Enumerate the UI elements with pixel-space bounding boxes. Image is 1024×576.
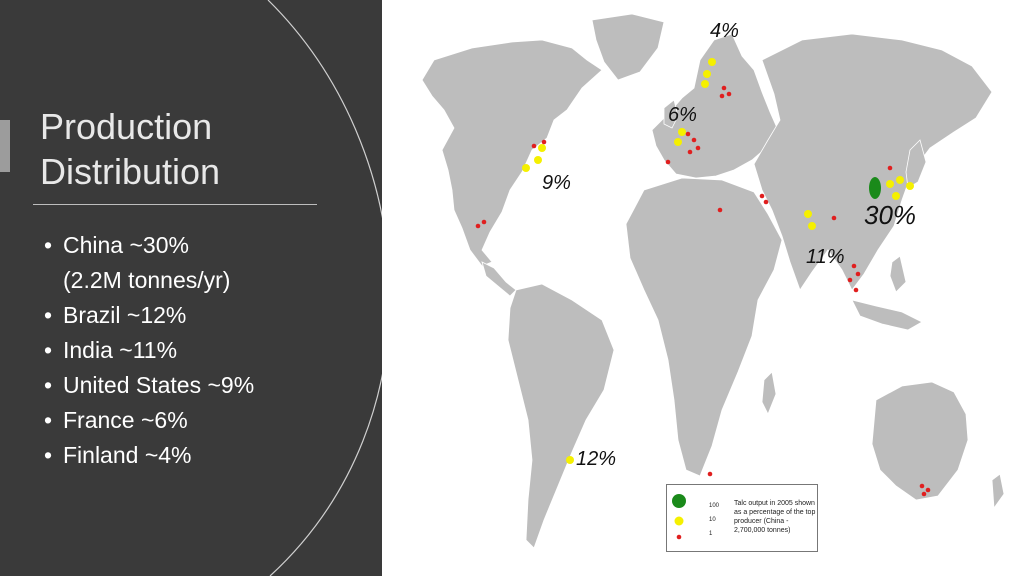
bullet-dot: • bbox=[44, 442, 53, 468]
north-america bbox=[421, 39, 603, 267]
marker-medium bbox=[538, 144, 546, 152]
marker-medium bbox=[674, 138, 682, 146]
marker-small bbox=[855, 271, 861, 277]
bullet-dot: • bbox=[44, 302, 53, 328]
marker-small bbox=[707, 471, 713, 477]
bullet-china-detail: (2.2M tonnes/yr) bbox=[63, 267, 231, 293]
australia bbox=[871, 381, 969, 501]
title-line-1: Production bbox=[40, 106, 213, 147]
marker-medium bbox=[886, 180, 894, 188]
legend-large-marker bbox=[672, 494, 686, 508]
marker-small bbox=[665, 159, 671, 165]
marker-medium bbox=[701, 80, 709, 88]
marker-small bbox=[847, 277, 853, 283]
marker-small bbox=[925, 487, 931, 493]
bullet-india: • India ~11% bbox=[44, 333, 254, 368]
annotation-india: 11% bbox=[806, 246, 845, 268]
annotation-usa: 9% bbox=[542, 172, 571, 194]
madagascar bbox=[761, 371, 777, 415]
continents bbox=[421, 13, 1005, 549]
decorative-arc bbox=[267, 0, 382, 576]
marker-small bbox=[691, 137, 697, 143]
marker-medium bbox=[703, 70, 711, 78]
marker-medium bbox=[804, 210, 812, 218]
marker-medium bbox=[708, 58, 716, 66]
bullet-dot: • bbox=[44, 407, 53, 433]
legend-value-large: 100 bbox=[709, 503, 720, 509]
marker-small bbox=[717, 207, 723, 213]
marker-small bbox=[719, 93, 725, 99]
marker-small bbox=[921, 491, 927, 497]
legend-medium-marker bbox=[674, 516, 684, 526]
bullet-brazil: • Brazil ~12% bbox=[44, 298, 254, 333]
marker-small bbox=[687, 149, 693, 155]
annotation-china: 30% bbox=[864, 200, 917, 230]
accent-bar bbox=[0, 120, 10, 172]
marker-large bbox=[869, 177, 881, 199]
central-america bbox=[481, 261, 517, 297]
legend-caption: Talc output in 2005 shown as a percentag… bbox=[734, 500, 816, 534]
marker-medium bbox=[892, 192, 900, 200]
title-line-2: Distribution bbox=[40, 151, 221, 192]
southeast-asia-islands bbox=[851, 299, 923, 331]
marker-medium bbox=[566, 456, 574, 464]
marker-small bbox=[919, 483, 925, 489]
bullet-france: • France ~6% bbox=[44, 403, 254, 438]
legend-markers bbox=[672, 494, 686, 540]
marker-small bbox=[726, 91, 732, 97]
marker-small bbox=[531, 143, 537, 149]
marker-small bbox=[887, 165, 893, 171]
slide-title: Production Distribution bbox=[40, 104, 220, 194]
bullet-dot: • bbox=[44, 372, 53, 398]
annotation-brazil: 12% bbox=[576, 448, 617, 470]
bullet-dot: • bbox=[44, 337, 53, 363]
text-panel: Production Distribution • China ~30% (2.2… bbox=[0, 0, 382, 576]
marker-small bbox=[851, 263, 857, 269]
great-britain bbox=[663, 99, 679, 129]
marker-small bbox=[721, 85, 727, 91]
map-canvas bbox=[421, 13, 1005, 549]
marker-small bbox=[831, 215, 837, 221]
bullet-list: • China ~30% (2.2M tonnes/yr) • Brazil ~12… bbox=[44, 228, 254, 473]
marker-medium bbox=[808, 222, 816, 230]
marker-small bbox=[475, 223, 481, 229]
marker-medium bbox=[896, 176, 904, 184]
legend-small-marker bbox=[676, 534, 682, 540]
marker-small bbox=[685, 131, 691, 137]
marker-small bbox=[481, 219, 487, 225]
greenland bbox=[591, 13, 665, 81]
new-zealand bbox=[991, 473, 1005, 510]
marker-small bbox=[853, 287, 859, 293]
bullet-china: • China ~30% bbox=[44, 228, 254, 263]
marker-medium bbox=[534, 156, 542, 164]
africa bbox=[625, 177, 783, 477]
japan bbox=[905, 139, 927, 189]
marker-medium bbox=[906, 182, 914, 190]
production-markers bbox=[475, 58, 931, 497]
legend-value-small: 1 bbox=[709, 531, 713, 537]
world-map: 4% 6% 9% 30% 11% 12% 100 10 1 Talc outpu… bbox=[382, 0, 1024, 576]
annotation-france: 6% bbox=[668, 104, 697, 126]
marker-small bbox=[695, 145, 701, 151]
legend-value-medium: 10 bbox=[709, 517, 716, 523]
asia bbox=[753, 33, 993, 291]
bullet-united-states: • United States ~9% bbox=[44, 368, 254, 403]
bullet-dot: • bbox=[44, 232, 53, 258]
title-divider bbox=[33, 204, 317, 205]
map-legend: 100 10 1 Talc output in 2005 shown as a … bbox=[666, 484, 818, 552]
philippines bbox=[889, 255, 907, 293]
annotation-finland: 4% bbox=[710, 20, 739, 42]
marker-small bbox=[541, 139, 547, 145]
marker-medium bbox=[522, 164, 530, 172]
bullet-finland: • Finland ~4% bbox=[44, 438, 254, 473]
south-america bbox=[507, 283, 615, 549]
europe bbox=[651, 33, 779, 179]
marker-small bbox=[759, 193, 765, 199]
marker-small bbox=[763, 199, 769, 205]
marker-medium bbox=[678, 128, 686, 136]
